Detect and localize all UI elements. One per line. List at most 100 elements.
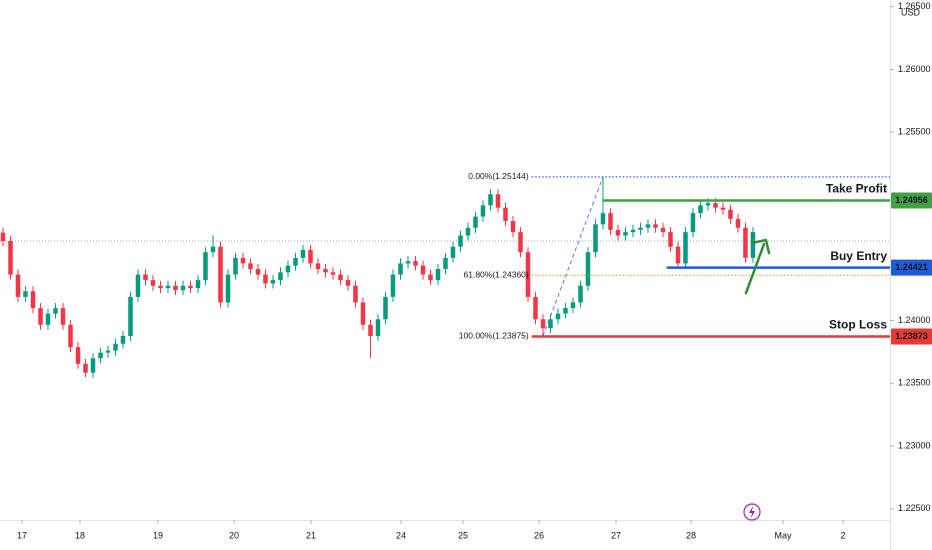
candle-body [570,302,576,309]
candle-body [353,285,358,303]
arrow-shaft [744,242,766,295]
icon-bolt [749,506,755,518]
candle-body [585,252,591,286]
candle-body [330,272,336,275]
candle-body [458,235,463,247]
level-name: Stop Loss [829,318,887,332]
candle-body [473,216,478,228]
candle-body [90,358,96,373]
y-tick-label: 1.22500 [898,503,931,513]
candle-body [405,261,411,264]
candle-body [248,263,253,270]
candle-body [383,296,388,320]
candle-body [0,232,6,242]
candle-body [30,291,36,309]
fib-label: 100.00%(1.23875) [459,330,529,340]
lightning-icon [743,503,761,521]
candle-body [600,213,606,225]
x-tick-label: May [774,530,792,540]
price-box-label: 1.24421 [895,262,928,272]
arrow [744,238,771,295]
candle-body [75,347,81,364]
candle-body [83,363,88,373]
candle-body [698,205,703,214]
candle-body [23,291,28,297]
candle-body [375,319,381,336]
candle-body [578,285,583,303]
x-tick-label: 2 [840,530,845,540]
candle-body [180,285,186,291]
candle-body [495,194,501,208]
candle-body [323,269,328,273]
candle-body [188,285,193,288]
candle-body [345,280,351,286]
price-box-label: 1.24956 [895,195,928,205]
candle-body [645,224,651,228]
candle-body [518,232,523,253]
candle-body [420,265,426,275]
x-tick-label: 25 [458,530,468,540]
candle-body [165,285,171,288]
y-tick-label: 1.26500 [898,1,931,11]
candle-body [360,302,366,325]
fib-label: 61.80%(1.24360) [464,270,529,280]
candle-body [255,269,261,275]
candle-body [563,308,568,314]
x-tick-label: 17 [17,530,27,540]
x-tick-label: 27 [611,530,621,540]
price-box [891,259,932,276]
y-tick-label: 1.23000 [898,440,931,450]
plot-area [0,176,890,378]
arrow-head [750,238,771,255]
candle-body [270,280,276,284]
x-tick-label: 24 [396,530,406,540]
candle-body [720,207,726,210]
candle-body [338,274,343,281]
candle-body [240,257,246,264]
currency-label: USD [901,7,921,17]
candle-body [135,274,141,297]
candle-body [158,285,163,288]
candle-body [615,229,621,236]
candle-body [113,343,118,351]
fib-label: 0.00%(1.25144) [468,171,529,181]
x-tick-label: 26 [534,530,544,540]
y-tick-label: 1.24000 [898,315,931,325]
price-box [891,192,932,209]
y-tick-label: 1.23500 [898,378,931,388]
candle-body [435,269,441,281]
candle-body [750,232,756,258]
x-tick-label: 18 [75,530,85,540]
y-tick-label: 1.26000 [898,64,931,74]
candle-body [98,352,103,359]
candle-body [225,274,231,303]
candle-body [503,207,508,221]
candle-body [480,205,486,217]
candle-body [728,209,733,219]
candle-body [593,224,598,253]
x-tick-label: 19 [153,530,163,540]
candle-body [150,280,156,286]
candle-body [15,274,21,297]
level-name: Buy Entry [830,249,887,263]
candle-body [638,227,643,230]
candle-body [390,274,396,297]
candle-body [308,249,313,264]
candle-body [690,213,696,233]
candle-body [660,227,666,233]
level-name: Take Profit [826,182,887,196]
candle-body [60,308,66,325]
candle-body [263,274,268,284]
price-box [891,328,932,345]
candle-body [450,246,456,258]
candle-body [278,272,283,281]
candle-body [195,280,201,288]
candle-body [510,220,516,233]
candle-body [533,296,538,320]
candle-body [525,252,531,297]
candle-body [315,263,321,270]
y-tick-label: 1.25500 [898,127,931,137]
candle-body [653,224,658,228]
